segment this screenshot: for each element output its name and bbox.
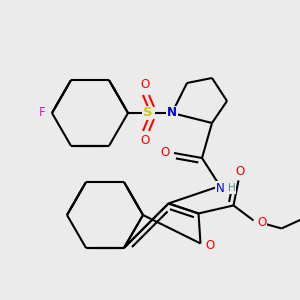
Text: F: F [39, 106, 45, 119]
Text: H: H [228, 183, 236, 193]
Text: S: S [143, 106, 153, 119]
Text: O: O [257, 216, 266, 229]
Text: O: O [160, 146, 169, 160]
Text: N: N [216, 182, 224, 194]
Text: N: N [167, 106, 177, 119]
Text: O: O [140, 134, 150, 148]
Text: O: O [236, 165, 245, 178]
Text: O: O [206, 239, 215, 252]
Text: O: O [140, 79, 150, 92]
